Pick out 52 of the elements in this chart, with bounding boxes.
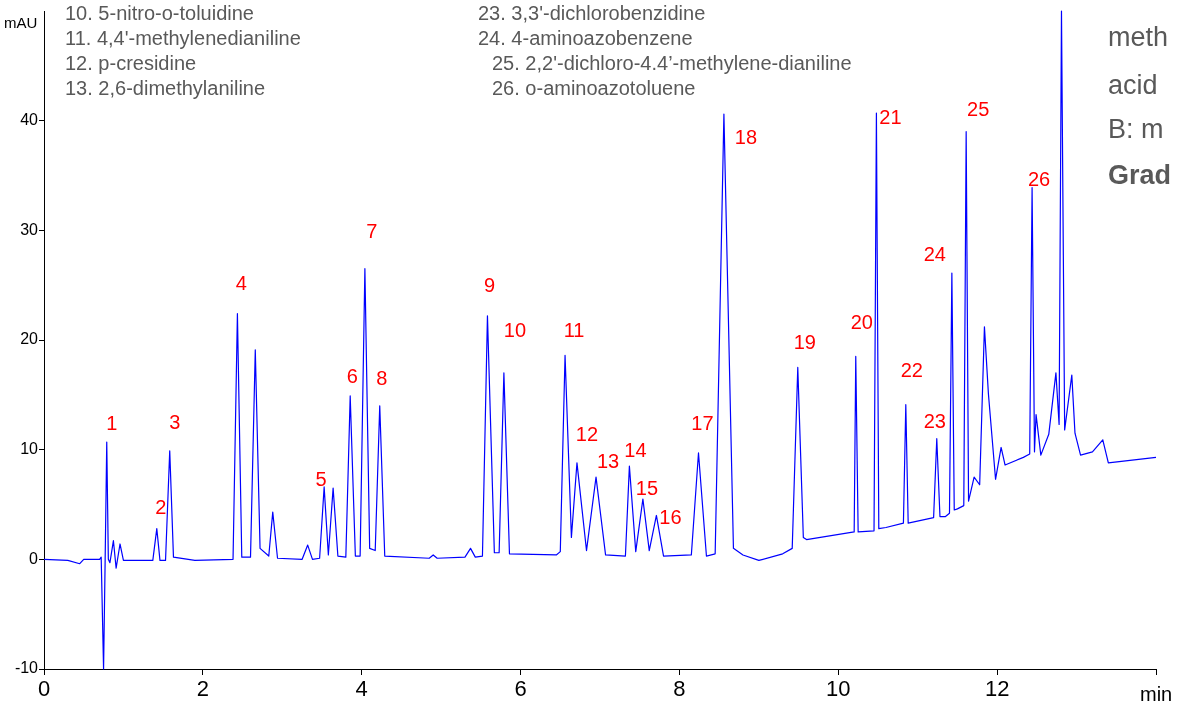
annotation: 5	[315, 468, 327, 491]
annotation: 8	[376, 367, 388, 390]
annotation: 15	[635, 476, 659, 499]
y-axis-title: mAU	[4, 14, 38, 31]
y-tick-label: 10	[20, 440, 39, 458]
annotation: Grad	[1108, 160, 1172, 190]
annotation: 18	[734, 125, 758, 148]
annotation: 14	[624, 438, 647, 461]
annotation: 26. o-aminoazotoluene	[492, 77, 696, 99]
x-tick-label: 6	[514, 676, 527, 702]
x-tick-label: 10	[826, 676, 851, 702]
annotation: 11. 4,4'-methylenedianiline	[65, 27, 301, 49]
annotation: acid	[1108, 70, 1158, 100]
x-tick-label: 12	[984, 676, 1010, 702]
annotation: 13. 2,6-dimethylaniline	[65, 77, 266, 99]
annotation: 19	[793, 330, 816, 353]
annotation: 17	[691, 412, 714, 435]
annotation: 25. 2,2'-dichloro-4.4’-methylene-dianiline	[492, 52, 852, 74]
x-axis-title: min	[1140, 683, 1173, 706]
y-tick-label: 0	[29, 549, 39, 567]
x-tick-label: 2	[196, 676, 209, 702]
annotation: 11	[563, 318, 585, 341]
annotation: 23. 3,3'-dichlorobenzidine	[478, 2, 706, 24]
annotation: 7	[366, 220, 378, 243]
annotation: 21	[879, 105, 902, 128]
y-tick-label: -10	[14, 659, 39, 677]
annotation: 13	[596, 449, 620, 472]
annotation: 25	[967, 98, 990, 121]
annotation: 9	[483, 274, 496, 297]
annotation: meth	[1108, 22, 1169, 52]
annotation: B: m	[1108, 114, 1164, 144]
y-tick-label: 40	[20, 111, 39, 129]
annotation: 1	[106, 411, 118, 434]
annotation: 10	[503, 319, 527, 342]
annotation: 22	[900, 359, 923, 382]
annotation: 16	[659, 505, 682, 528]
annotation: 12. p-cresidine	[65, 52, 197, 74]
x-tick-label: 4	[355, 676, 368, 702]
annotation: 6	[346, 365, 358, 388]
annotation: 12	[575, 423, 599, 446]
x-tick-label: 8	[673, 676, 686, 702]
annotation: 10. 5-nitro-o-toluidine	[65, 2, 254, 24]
annotation: 20	[850, 310, 873, 333]
y-tick-label: 30	[20, 220, 39, 238]
y-tick-label: 20	[20, 330, 39, 348]
annotation: 26	[1027, 168, 1051, 191]
annotation: 24	[923, 242, 946, 265]
annotation: 24. 4-aminoazobenzene	[478, 27, 693, 49]
annotation: 23	[923, 410, 946, 433]
annotation: 4	[235, 272, 247, 295]
annotation: 2	[155, 496, 167, 519]
annotation: 3	[169, 411, 181, 434]
